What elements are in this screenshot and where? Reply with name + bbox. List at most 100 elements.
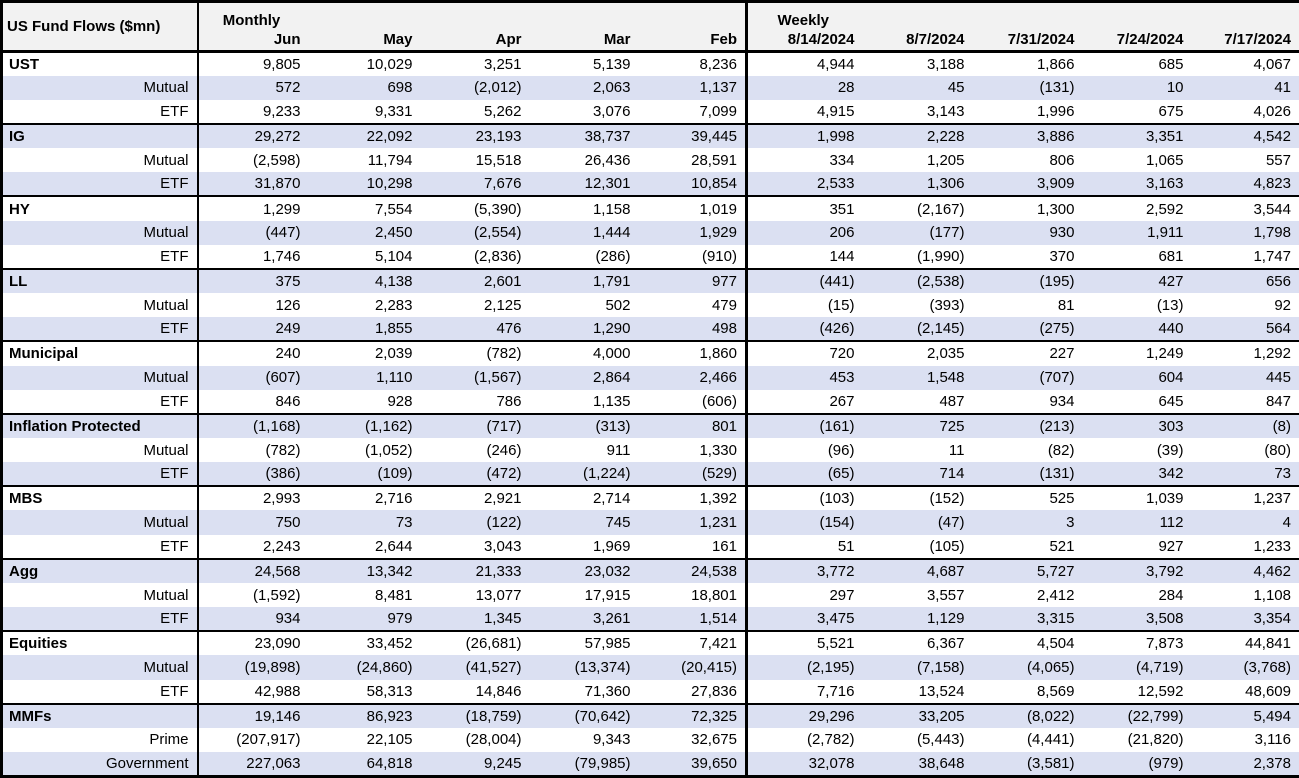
data-cell: 927 (1158, 537, 1184, 555)
data-cell: (707) (972, 365, 1083, 390)
data-cell: 1,137 (638, 75, 747, 100)
data-cell: (82) (1047, 441, 1075, 459)
data-cell: 21,333 (420, 557, 530, 583)
column-header-mar: Mar (529, 29, 639, 53)
data-cell: 934 (197, 607, 309, 632)
data-cell: (910) (701, 247, 737, 265)
data-cell: 10,854 (638, 172, 747, 197)
data-cell: 227,063 (197, 752, 309, 777)
data-cell: 934 (1049, 392, 1075, 410)
data-cell: 3,116 (1254, 731, 1291, 749)
data-cell: 38,737 (529, 122, 639, 149)
data-cell: 44,841 (1191, 630, 1299, 656)
data-cell: 267 (745, 389, 863, 414)
data-cell: 297 (745, 582, 863, 608)
data-cell: 4,504 (972, 630, 1083, 656)
data-cell: (195) (972, 267, 1083, 294)
table-row: Mutual (447) 2,450 (2,554) 1,444 1,929 206 (177… (1, 220, 1299, 245)
data-cell: (4,065) (972, 655, 1083, 680)
data-cell: 27,836 (691, 682, 737, 700)
data-cell: 3,188 (862, 50, 973, 76)
data-cell: 1,548 (862, 365, 973, 390)
data-cell: 2,714 (529, 485, 639, 511)
data-cell: 4,067 (1191, 50, 1299, 76)
data-cell: 1,746 (262, 247, 301, 265)
row-sub-label: Mutual (1, 148, 199, 173)
data-cell: 13,342 (308, 557, 421, 583)
data-cell: 29,272 (197, 122, 309, 149)
data-cell: 2,993 (197, 485, 309, 511)
data-cell: 911 (606, 441, 631, 459)
row-group-label: MBS (1, 485, 199, 511)
table-row: Mutual (782) (1,052) (246) 911 1,330 (96) 11 (82… (1, 438, 1299, 463)
data-cell: 15,518 (475, 151, 522, 169)
data-cell: 11 (948, 441, 965, 459)
row-sub-label: Mutual (1, 655, 199, 680)
data-cell: 1,065 (1145, 151, 1184, 169)
data-cell: 525 (972, 485, 1083, 511)
data-cell: 23,090 (197, 630, 309, 656)
table-row: Equities 23,090 33,452 (26,681) 57,985 7,421 5… (1, 630, 1299, 656)
data-cell: (313) (529, 412, 639, 438)
data-cell: 1,747 (1253, 247, 1291, 265)
table-row: MMFs 19,146 86,923 (18,759) (70,642) 72,325 29… (1, 702, 1299, 728)
data-cell: 206 (745, 220, 863, 245)
weekly-group-header: Weekly (745, 1, 863, 30)
data-cell: 8,236 (638, 50, 747, 76)
data-cell: 3,076 (592, 102, 631, 120)
data-cell: 4,000 (529, 340, 639, 366)
data-cell: 2,466 (638, 365, 747, 390)
data-cell: 645 (1158, 392, 1184, 410)
table-row: Mutual (1,592) 8,481 13,077 17,915 18,801 297 3… (1, 582, 1299, 608)
data-cell: (5,443) (916, 731, 965, 749)
row-group-label: UST (1, 50, 199, 76)
table-row: Mutual 572 698 (2,012) 2,063 1,137 28 45 (131) 10… (1, 75, 1299, 100)
data-cell: (20,415) (638, 655, 747, 680)
data-cell: (2,598) (252, 151, 301, 169)
table-row: Mutual 750 73 (122) 745 1,231 (154) (47) 3 112 4 (1, 510, 1299, 535)
row-sub-label: Mutual (1, 365, 199, 390)
data-cell: (386) (197, 462, 309, 487)
data-cell: (607) (197, 365, 309, 390)
data-cell: (529) (638, 462, 747, 487)
row-sub-label: ETF (1, 172, 199, 197)
row-sub-label: Government (1, 752, 199, 777)
data-cell: 2,035 (862, 340, 973, 366)
data-cell: 5,139 (529, 50, 639, 76)
data-cell: (161) (745, 412, 863, 438)
row-group-label: Municipal (1, 340, 199, 366)
data-cell: 2,601 (420, 267, 530, 294)
data-cell: (1,224) (529, 462, 639, 487)
data-cell: 8,569 (1036, 682, 1075, 700)
data-cell: 144 (745, 244, 863, 269)
data-cell: 2,039 (308, 340, 421, 366)
row-sub-label: ETF (1, 244, 199, 269)
data-cell: 58,313 (366, 682, 413, 700)
data-cell: 334 (745, 148, 863, 173)
data-cell: 4,915 (745, 99, 863, 124)
data-cell: 3,315 (972, 607, 1083, 632)
data-cell: 31,870 (197, 172, 309, 197)
table-row: ETF 2,243 2,644 3,043 1,969 161 51 (105) 521 927 1… (1, 534, 1299, 559)
table-row: Agg 24,568 13,342 21,333 23,032 24,538 3,772 4,… (1, 557, 1299, 583)
data-cell: 51 (745, 534, 863, 559)
table-row: LL 375 4,138 2,601 1,791 977 (441) (2,538) (195)… (1, 267, 1299, 294)
data-cell: 698 (308, 75, 421, 100)
data-cell: 5,521 (745, 630, 863, 656)
header-spacer (529, 1, 639, 30)
data-cell: (103) (745, 485, 863, 511)
column-header-may: May (308, 29, 421, 53)
data-cell: 1,205 (926, 151, 965, 169)
column-header-feb: Feb (638, 29, 747, 53)
data-cell: 1,110 (308, 365, 421, 390)
data-cell: 5,104 (374, 247, 413, 265)
data-cell: 28 (745, 75, 863, 100)
data-cell: 23,193 (420, 122, 530, 149)
data-cell: 14,846 (475, 682, 522, 700)
data-cell: (21,820) (1127, 731, 1184, 749)
data-cell: 227 (972, 340, 1083, 366)
data-cell: (2,145) (862, 317, 973, 342)
data-cell: 4,944 (745, 50, 863, 76)
data-cell: (275) (972, 317, 1083, 342)
data-cell: 4,138 (308, 267, 421, 294)
